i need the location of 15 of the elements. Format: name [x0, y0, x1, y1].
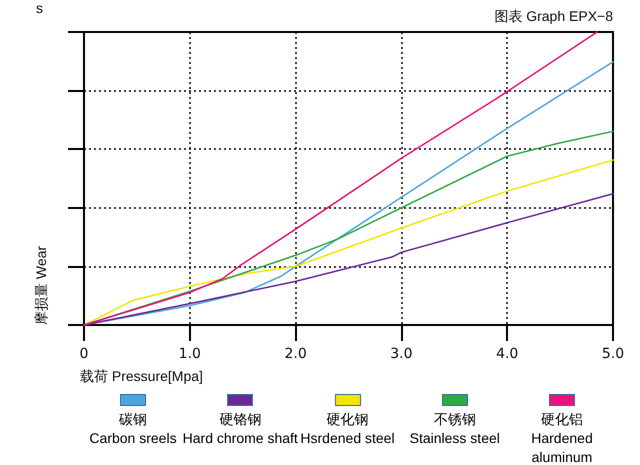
x-tick-label: 3.0	[390, 346, 413, 362]
x-tick-label: 1.0	[178, 346, 201, 362]
x-tick-label: 5.0	[602, 346, 624, 362]
x-axis-title: 载荷 Pressure[Mpa]	[80, 368, 203, 386]
legend-label: 硬铬钢 Hard chrome shaft	[182, 410, 299, 448]
chart-title: 图表 Graph EPX−8	[494, 8, 613, 26]
x-tick-label: 2.0	[284, 346, 307, 362]
legend-label: 不锈钢 Stainless steel	[408, 410, 501, 448]
text: s	[36, 0, 43, 16]
x-tick-label: 4.0	[496, 346, 518, 362]
legend-label: 硬化铝 Hardened aluminum	[530, 410, 594, 465]
legend-label: 碳钢 Carbon sreels	[89, 411, 177, 446]
x-tick-label: 0	[80, 346, 88, 362]
y-axis-title: 摩损量 Wear	[33, 246, 50, 325]
legend-label: 硬化钢 Hsrdened steel	[300, 411, 395, 446]
